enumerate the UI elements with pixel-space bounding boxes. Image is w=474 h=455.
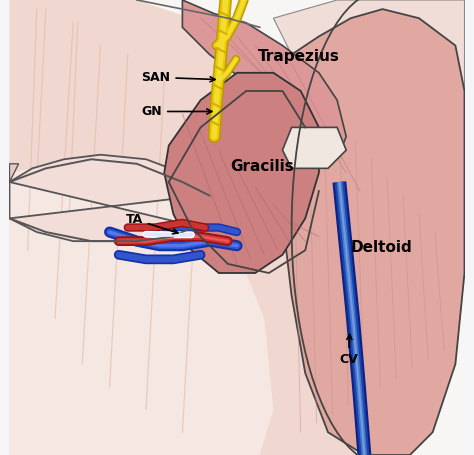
Text: SAN: SAN bbox=[141, 71, 215, 84]
Text: Gracilis: Gracilis bbox=[230, 159, 294, 173]
Polygon shape bbox=[283, 9, 465, 455]
Polygon shape bbox=[273, 0, 465, 191]
Text: CV: CV bbox=[339, 334, 358, 366]
Polygon shape bbox=[283, 127, 346, 168]
Polygon shape bbox=[9, 0, 410, 455]
Polygon shape bbox=[9, 0, 465, 455]
Text: Trapezius: Trapezius bbox=[257, 50, 339, 64]
Polygon shape bbox=[164, 73, 319, 273]
Polygon shape bbox=[9, 159, 273, 455]
Text: Deltoid: Deltoid bbox=[351, 241, 412, 255]
Text: GN: GN bbox=[141, 105, 212, 118]
Polygon shape bbox=[182, 0, 346, 159]
Polygon shape bbox=[9, 164, 18, 218]
Polygon shape bbox=[9, 155, 201, 241]
Text: TA: TA bbox=[126, 213, 178, 234]
